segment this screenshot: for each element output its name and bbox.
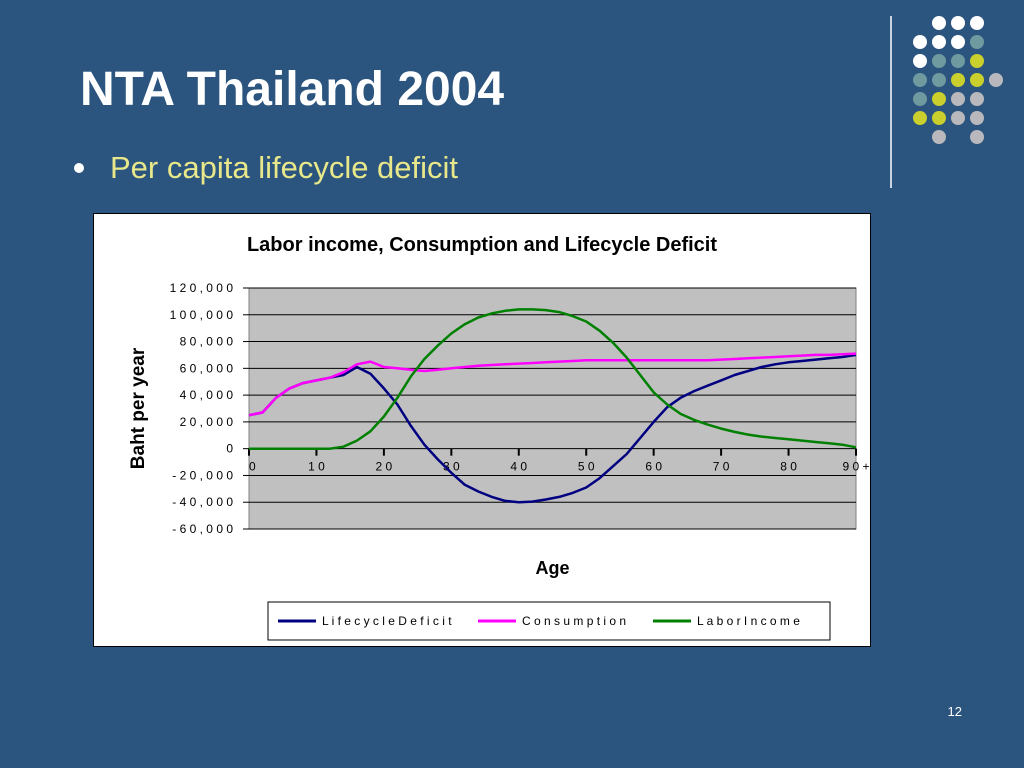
decor-dot <box>932 92 946 106</box>
y-tick-label: 1 2 0 , 0 0 0 <box>170 281 234 295</box>
decor-dot <box>932 54 946 68</box>
series-line <box>249 308 857 450</box>
decor-dot <box>989 73 1003 87</box>
y-tick-label: - 6 0 , 0 0 0 <box>172 522 233 536</box>
slide-number: 12 <box>947 704 962 719</box>
bullet-text: Per capita lifecycle deficit <box>110 150 459 185</box>
decor-dot <box>932 16 946 30</box>
legend-label: C o n s u m p t i o n <box>522 614 626 628</box>
x-tick-label: 0 <box>249 460 256 474</box>
x-axis-label: Age <box>535 558 569 578</box>
decor-dot <box>951 92 965 106</box>
decor-dot <box>932 73 946 87</box>
x-tick-label: 9 0 + <box>842 460 869 474</box>
x-tick-label: 6 0 <box>645 460 662 474</box>
chart-frame: Labor income, Consumption and Lifecycle … <box>93 213 871 647</box>
decor-dot <box>932 130 946 144</box>
legend-label: L a b o r I n c o m e <box>697 614 800 628</box>
chart-canvas: 1 2 0 , 0 0 0 1 0 0 , 0 0 0 8 0 , 0 0 0 6 0… <box>128 281 870 641</box>
decor-dot <box>970 73 984 87</box>
series-line <box>248 352 857 417</box>
decor-dot <box>970 111 984 125</box>
y-tick-label: - 2 0 , 0 0 0 <box>172 468 233 482</box>
decor-dot <box>913 73 927 87</box>
y-tick-label: 2 0 , 0 0 0 <box>180 415 234 429</box>
decor-dot <box>913 111 927 125</box>
decor-dot <box>951 16 965 30</box>
y-tick-label: 6 0 , 0 0 0 <box>180 361 234 375</box>
y-tick-label: 1 0 0 , 0 0 0 <box>170 308 234 322</box>
bullet-item: Per capita lifecycle deficit <box>74 150 458 186</box>
y-tick-label: 8 0 , 0 0 0 <box>180 335 234 349</box>
y-tick-label: - 4 0 , 0 0 0 <box>172 495 233 509</box>
x-tick-label: 5 0 <box>578 460 595 474</box>
decor-dot <box>913 92 927 106</box>
decor-dot <box>951 111 965 125</box>
decor-dot <box>913 35 927 49</box>
decor-dot <box>970 16 984 30</box>
decor-dot <box>932 111 946 125</box>
x-tick-label: 8 0 <box>780 460 797 474</box>
decor-dot <box>951 54 965 68</box>
decor-dot <box>951 35 965 49</box>
x-tick-label: 7 0 <box>713 460 730 474</box>
y-axis-label: Baht per year <box>128 347 149 469</box>
plot-area <box>248 287 857 530</box>
x-tick-label: 4 0 <box>510 460 527 474</box>
y-tick-label: 0 <box>226 442 233 456</box>
x-tick-label: 2 0 <box>376 460 393 474</box>
decor-dot <box>970 130 984 144</box>
legend-box <box>267 601 831 641</box>
legend-label: L i f e c y c l e D e f i c i t <box>322 614 452 628</box>
y-tick-label: 4 0 , 0 0 0 <box>180 388 234 402</box>
series-line <box>248 353 857 504</box>
decorative-divider <box>890 16 892 188</box>
slide-title: NTA Thailand 2004 <box>80 63 505 116</box>
x-tick-label: 1 0 <box>308 460 325 474</box>
bullet-dot-icon <box>74 163 84 173</box>
decor-dot <box>970 92 984 106</box>
decor-dot <box>913 54 927 68</box>
decor-dot <box>970 35 984 49</box>
decor-dot <box>951 73 965 87</box>
chart-title: Labor income, Consumption and Lifecycle … <box>246 234 718 256</box>
decor-dot <box>970 54 984 68</box>
decor-dot <box>932 35 946 49</box>
